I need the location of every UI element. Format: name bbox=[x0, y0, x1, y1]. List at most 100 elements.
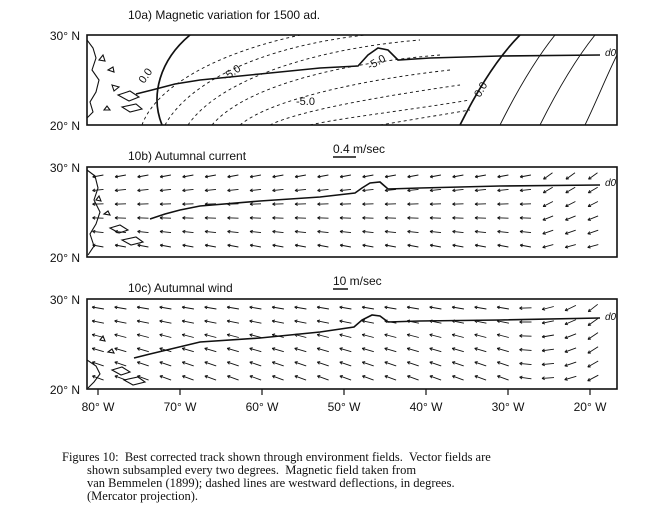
vector-arrowhead bbox=[159, 333, 163, 335]
vector-arrowhead bbox=[564, 321, 568, 325]
vector-arrow bbox=[182, 375, 194, 381]
vector-arrow bbox=[339, 375, 352, 381]
panel-10b-lat-top: 30° N bbox=[50, 161, 80, 175]
vector-arrowhead bbox=[137, 361, 141, 363]
vector-arrowhead bbox=[204, 188, 208, 191]
vector-arrowhead bbox=[272, 188, 276, 191]
vector-arrow bbox=[182, 334, 194, 338]
vector-arrowhead bbox=[271, 319, 276, 322]
vector-arrow bbox=[204, 334, 217, 338]
vector-arrowhead bbox=[474, 174, 478, 178]
vector-arrow bbox=[339, 230, 352, 234]
vector-arrow bbox=[249, 361, 262, 367]
vector-arrow bbox=[407, 375, 419, 381]
vector-arrowhead bbox=[542, 231, 546, 235]
vector-arrow bbox=[137, 347, 149, 353]
vector-arrowhead bbox=[114, 347, 118, 349]
vector-arrowhead bbox=[452, 188, 456, 191]
vector-arrowhead bbox=[317, 216, 321, 219]
vector-arrowhead bbox=[317, 243, 321, 246]
vector-arrow bbox=[114, 375, 127, 381]
vector-arrow bbox=[249, 375, 262, 381]
vector-arrow bbox=[317, 230, 329, 234]
vector-arrowhead bbox=[497, 174, 501, 178]
vector-arrow bbox=[587, 318, 599, 326]
vector-arrowhead bbox=[384, 361, 388, 363]
vector-arrowhead bbox=[204, 305, 208, 308]
vector-arrow bbox=[588, 303, 598, 313]
vector-arrow bbox=[565, 201, 576, 207]
vector-arrowhead bbox=[339, 174, 343, 178]
vector-arrowhead bbox=[497, 361, 501, 363]
vector-arrowhead bbox=[182, 229, 186, 232]
vector-arrow bbox=[205, 174, 216, 178]
vector-arrow bbox=[541, 377, 555, 379]
vector-arrowhead bbox=[226, 319, 231, 322]
vector-arrow bbox=[227, 320, 239, 324]
vector-arrowhead bbox=[137, 347, 141, 349]
vector-arrow bbox=[249, 334, 262, 338]
coastline-10c bbox=[87, 334, 147, 389]
vector-arrowhead bbox=[271, 305, 276, 308]
contour-label: -5.0 bbox=[296, 96, 315, 108]
vector-arrow bbox=[227, 174, 239, 178]
vector-arrowhead bbox=[474, 216, 478, 219]
vector-arrow bbox=[115, 244, 126, 248]
vector-arrow bbox=[227, 375, 239, 381]
vector-arrowhead bbox=[294, 188, 298, 191]
vector-arrow bbox=[272, 306, 284, 310]
vector-arrowhead bbox=[114, 188, 118, 191]
vector-arrow bbox=[542, 229, 554, 235]
vector-arrowhead bbox=[429, 216, 433, 219]
vector-arrowhead bbox=[587, 378, 590, 382]
vector-arrowhead bbox=[227, 361, 231, 363]
vector-arrowhead bbox=[519, 306, 523, 309]
vector-arrow bbox=[452, 230, 464, 234]
contour-label: -5.0 bbox=[366, 53, 388, 73]
vector-arrow bbox=[542, 244, 554, 248]
vector-arrow bbox=[564, 304, 577, 312]
vector-arrowhead bbox=[182, 216, 186, 219]
figure-10: 0.0 -5.0 -5.0 -5.0 0.0 10a) Magnetic var… bbox=[50, 7, 618, 414]
vector-arrowhead bbox=[92, 188, 96, 191]
vector-arrow bbox=[564, 375, 577, 381]
vector-arrow bbox=[137, 188, 149, 192]
vector-arrowhead bbox=[294, 229, 298, 232]
vector-arrowhead bbox=[565, 176, 568, 180]
vector-arrow bbox=[182, 320, 194, 324]
vector-arrow bbox=[384, 375, 397, 381]
vector-arrowhead bbox=[182, 333, 186, 335]
vector-arrow bbox=[137, 244, 149, 248]
vector-arrow bbox=[542, 334, 554, 338]
vector-arrowhead bbox=[519, 216, 523, 219]
vector-arrowhead bbox=[249, 216, 253, 219]
vector-arrowhead bbox=[564, 335, 568, 339]
vector-arrow bbox=[159, 230, 172, 234]
vector-arrowhead bbox=[542, 245, 546, 248]
vector-arrowhead bbox=[565, 217, 568, 221]
vector-arrowhead bbox=[361, 305, 366, 308]
caption-line: (Mercator projection). bbox=[62, 489, 199, 503]
vector-arrow bbox=[227, 230, 239, 234]
vector-arrow bbox=[497, 188, 509, 192]
vector-arrowhead bbox=[137, 174, 141, 178]
vector-arrow bbox=[429, 334, 442, 338]
vector-arrow bbox=[565, 172, 576, 180]
vector-arrow bbox=[204, 347, 217, 353]
vector-arrowhead bbox=[587, 217, 591, 221]
vector-arrow bbox=[250, 174, 261, 178]
vector-arrowhead bbox=[339, 188, 343, 191]
vector-arrow bbox=[497, 334, 509, 338]
vector-arrow bbox=[407, 347, 419, 353]
panel-10a-lat-top: 30° N bbox=[50, 29, 80, 43]
vector-arrowhead bbox=[272, 229, 276, 232]
vector-arrowhead bbox=[339, 229, 343, 232]
vector-arrowhead bbox=[137, 202, 141, 205]
vector-arrow bbox=[429, 188, 442, 192]
vector-arrow bbox=[542, 201, 554, 207]
vector-arrowhead bbox=[137, 188, 141, 191]
vector-arrow bbox=[294, 361, 307, 367]
vector-arrow bbox=[294, 188, 307, 192]
vector-arrow bbox=[587, 346, 599, 354]
vector-arrowhead bbox=[272, 174, 276, 178]
